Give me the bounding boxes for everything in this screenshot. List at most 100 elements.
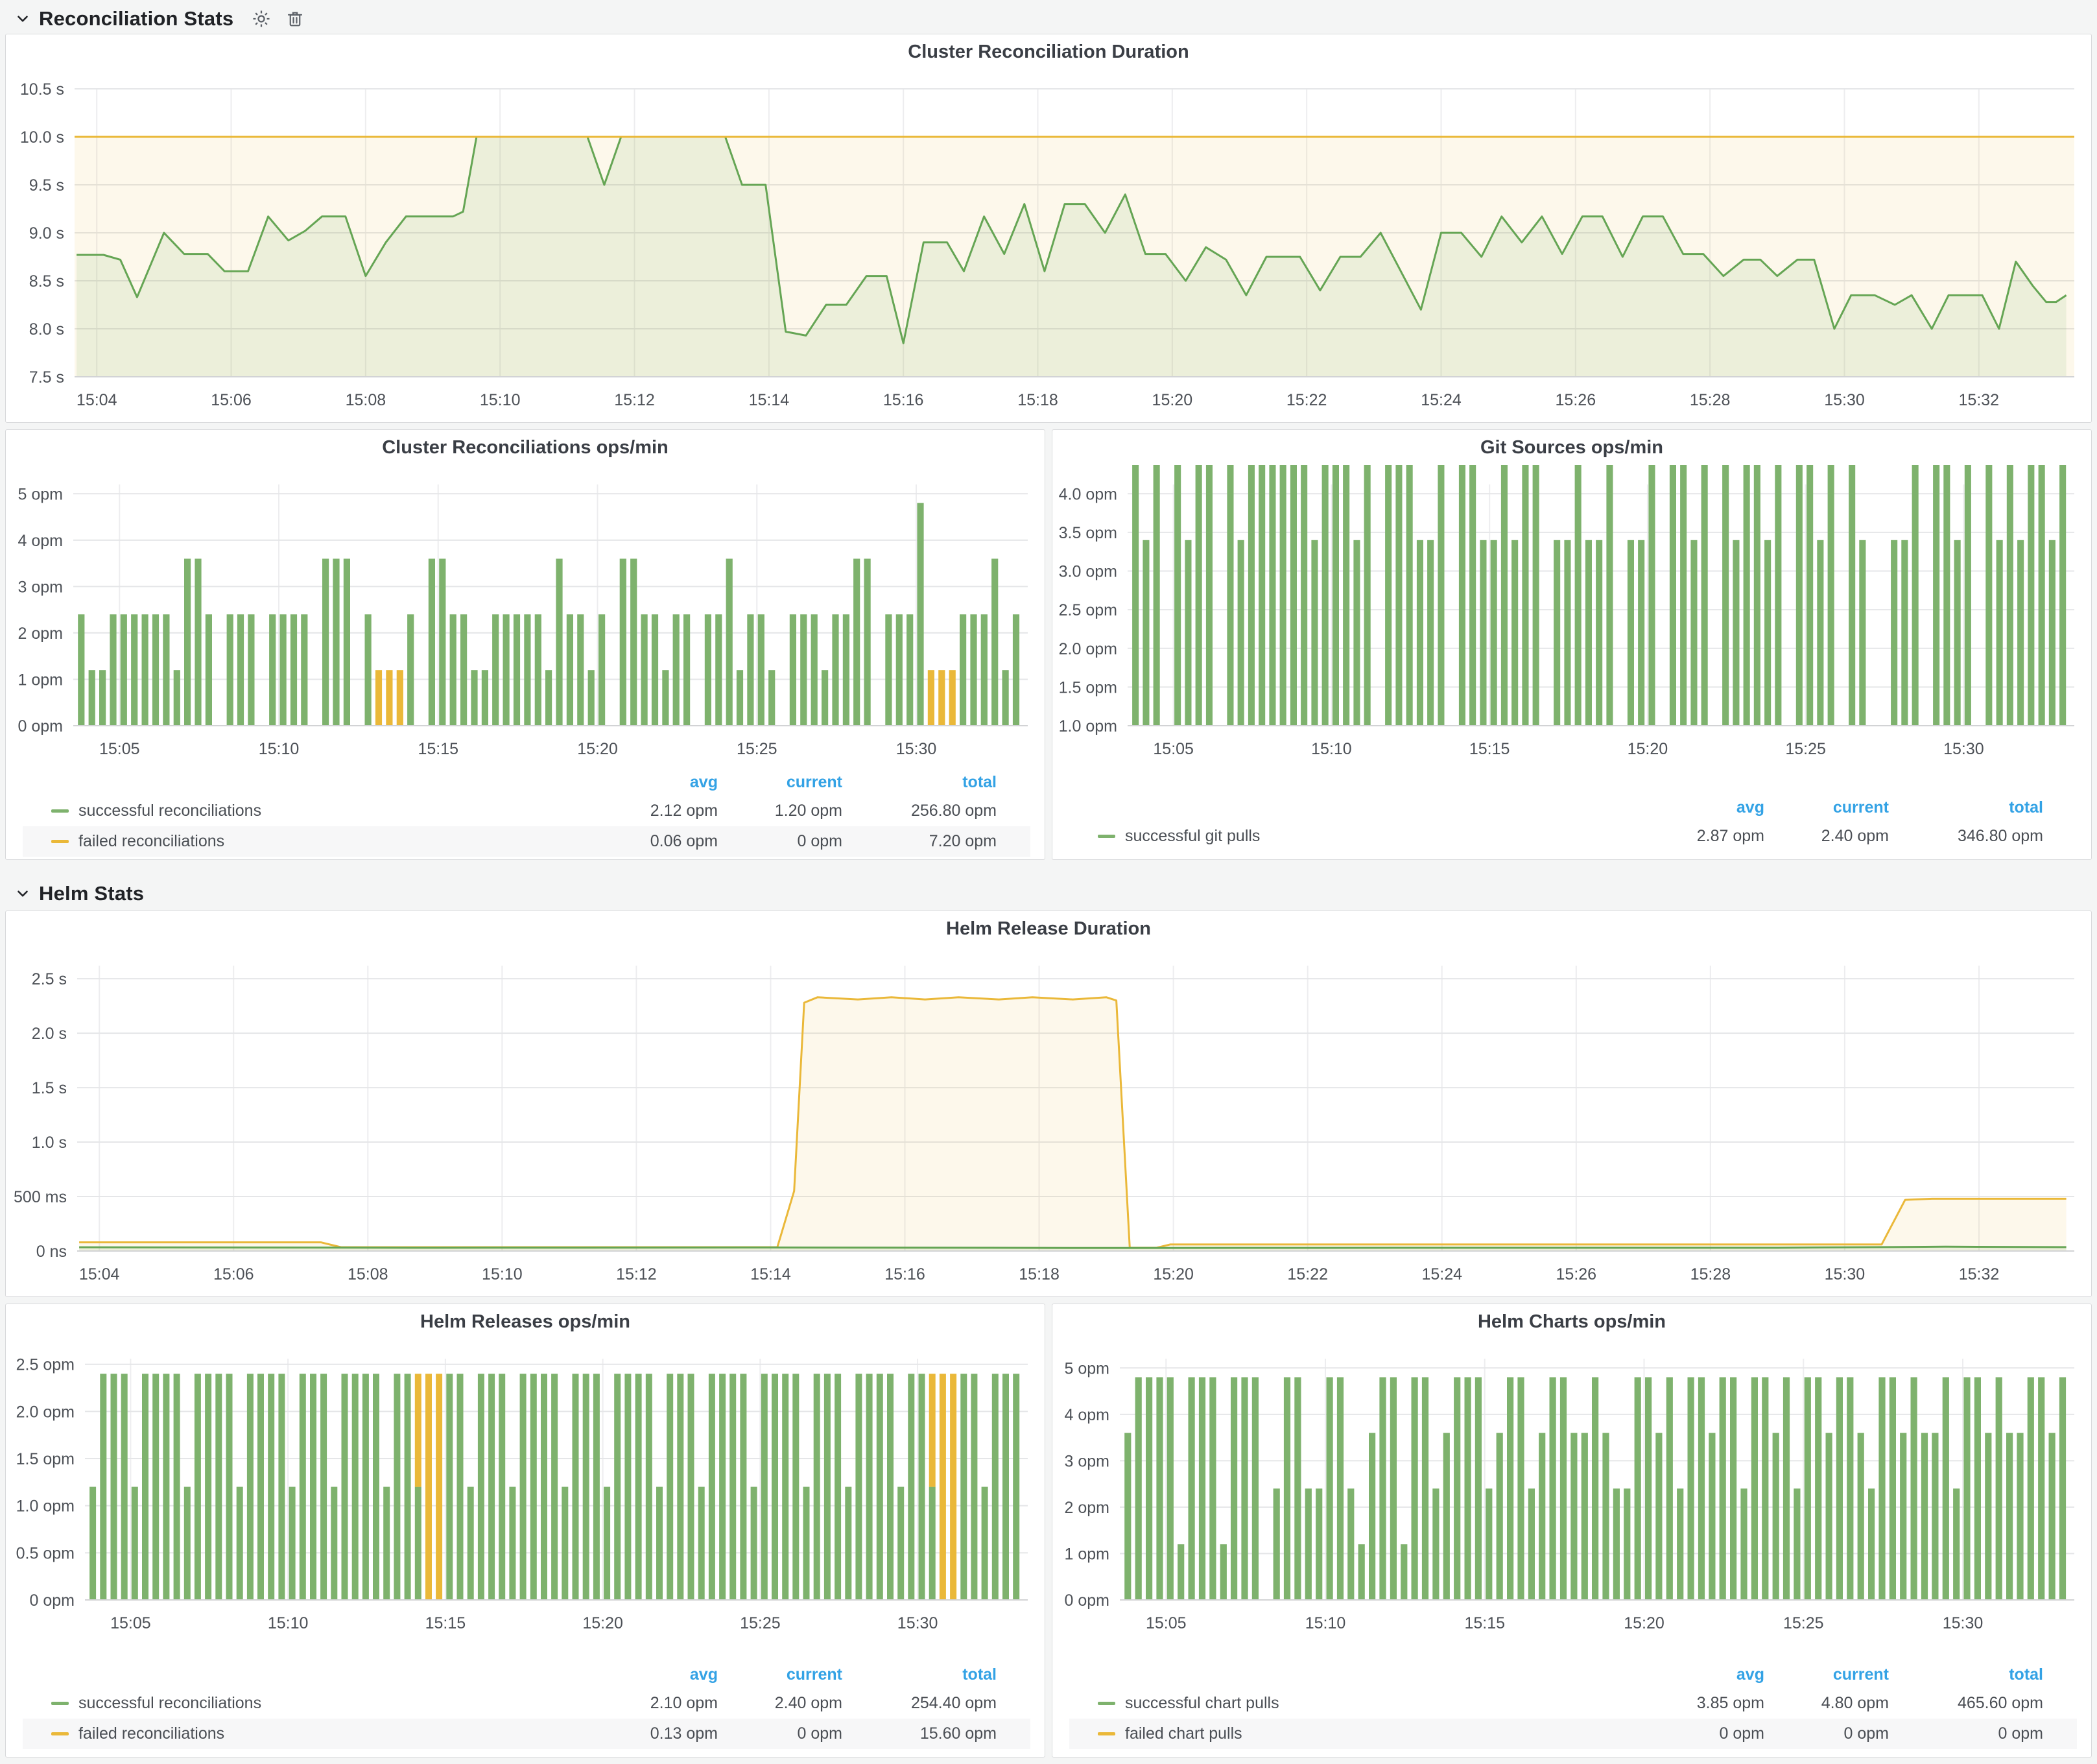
bar-successful-git-pulls: [1301, 465, 1308, 726]
legend-series-dash: [1098, 1732, 1115, 1735]
chart-canvas-cluster-reconciliation-duration[interactable]: 7.5 s 8.0 s 8.5 s 9.0 s 9.5 s 10.0 s 10.5 s 15:…: [6, 69, 2091, 420]
bar-successful-reconciliations: [630, 558, 637, 726]
panel-title[interactable]: Helm Release Duration: [946, 918, 1151, 939]
legend-series-label[interactable]: successful reconciliations: [78, 802, 262, 820]
bar-successful-reconciliations: [1002, 670, 1009, 726]
bar-successful-chart-pulls: [1231, 1377, 1238, 1600]
legend-stat-header-current[interactable]: current: [1832, 1665, 1889, 1684]
chart-canvas-git-sources-opm[interactable]: 1.0 opm 1.5 opm 2.0 opm 2.5 opm 3.0 opm 3.5 o…: [1052, 465, 2091, 769]
panel-cluster-reconciliation-duration: Cluster Reconciliation Duration 7.5 s 8.0…: [5, 34, 2092, 423]
y-axis-tick-label: 2.5 opm: [1059, 601, 1117, 619]
y-axis-tick-label: 1.0 s: [32, 1134, 67, 1152]
legend-stat-header-avg[interactable]: avg: [1736, 798, 1764, 816]
legend-series-label[interactable]: successful chart pulls: [1125, 1694, 1279, 1712]
y-axis-tick-label: 9.0 s: [29, 224, 64, 243]
section-reconciliation-stats[interactable]: Reconciliation Stats: [5, 4, 2092, 34]
legend-stat-header-avg[interactable]: avg: [689, 1665, 718, 1684]
bar-successful-chart-pulls: [1188, 1377, 1195, 1600]
bar-successful-reconciliations: [534, 614, 541, 726]
bar-successful-reconciliations: [822, 670, 829, 726]
bar-successful-chart-pulls: [1815, 1377, 1822, 1600]
bar-successful-chart-pulls: [1496, 1433, 1503, 1600]
x-axis-tick-label: 15:10: [1311, 740, 1352, 758]
bar-successful-reconciliations: [289, 1486, 296, 1600]
bar-successful-chart-pulls: [1283, 1377, 1291, 1600]
time-series-chart[interactable]: 7.5 s 8.0 s 8.5 s 9.0 s 9.5 s 10.0 s 10.5 s 15:…: [6, 69, 2091, 420]
legend-series-label[interactable]: failed chart pulls: [1125, 1724, 1242, 1743]
bar-successful-reconciliations: [772, 1374, 778, 1601]
bar-successful-git-pulls: [1490, 540, 1497, 726]
chart-canvas-cluster-reconciliations-opm[interactable]: 0 opm 1 opm 2 opm 3 opm 4 opm 5 opm 15:05 15:10…: [6, 465, 1045, 769]
x-axis-tick-label: 15:30: [1943, 740, 1984, 758]
bar-successful-git-pulls: [1153, 465, 1160, 726]
legend-stat-header-total[interactable]: total: [2009, 798, 2043, 816]
y-axis-tick-label: 8.0 s: [29, 320, 64, 339]
panel-title[interactable]: Helm Charts ops/min: [1477, 1311, 1666, 1332]
x-axis-tick-label: 15:26: [1556, 1265, 1597, 1283]
x-axis-tick-label: 15:15: [1464, 1614, 1505, 1632]
trash-icon[interactable]: [281, 5, 309, 32]
y-axis-tick-label: 9.5 s: [29, 176, 64, 195]
legend-series-label[interactable]: successful reconciliations: [78, 1694, 262, 1712]
y-axis-tick-label: 4 opm: [1065, 1406, 1109, 1424]
panel-title[interactable]: Cluster Reconciliations ops/min: [382, 436, 669, 458]
x-axis-tick-label: 15:30: [1824, 391, 1865, 409]
legend-stat-header-current[interactable]: current: [1832, 798, 1889, 816]
x-axis-tick-label: 15:32: [1959, 1265, 2000, 1283]
bar-chart[interactable]: 1.0 opm 1.5 opm 2.0 opm 2.5 opm 3.0 opm 3.5 o…: [1052, 465, 2091, 769]
legend-stat-header-total[interactable]: total: [2009, 1665, 2043, 1684]
bar-successful-reconciliations: [855, 1374, 862, 1601]
chart-canvas-helm-charts-opm[interactable]: 0 opm 1 opm 2 opm 3 opm 4 opm 5 opm 15:05 15:10…: [1052, 1339, 2091, 1643]
legend-stat-header-current[interactable]: current: [786, 1665, 842, 1684]
chart-canvas-helm-release-duration[interactable]: 0 ns 500 ms 1.0 s 1.5 s 2.0 s 2.5 s 15:04 15:06…: [6, 946, 2091, 1294]
y-axis-tick-label: 2 opm: [18, 625, 63, 643]
legend-stat-values: 2.10 opm 2.40 opm 254.40 opm: [593, 1694, 997, 1713]
bar-chart[interactable]: 0 opm 1 opm 2 opm 3 opm 4 opm 5 opm 15:05 15:10…: [1052, 1339, 2091, 1643]
y-axis-tick-label: 1 opm: [18, 671, 63, 689]
gear-icon[interactable]: [248, 5, 275, 32]
bar-successful-reconciliations: [477, 1374, 484, 1601]
x-axis-tick-label: 15:30: [896, 740, 937, 758]
bar-successful-reconciliations: [667, 1374, 674, 1601]
bar-chart[interactable]: 0 opm 1 opm 2 opm 3 opm 4 opm 5 opm 15:05 15:10…: [6, 465, 1045, 769]
legend-stat-header-current[interactable]: current: [786, 772, 842, 791]
panel-title[interactable]: Git Sources ops/min: [1480, 436, 1663, 458]
bar-successful-chart-pulls: [1995, 1377, 2002, 1600]
x-axis-tick-label: 15:18: [1017, 391, 1058, 409]
bar-successful-chart-pulls: [1783, 1377, 1790, 1600]
section-helm-stats[interactable]: Helm Stats: [5, 877, 2092, 911]
legend-stat-header-avg[interactable]: avg: [689, 772, 718, 791]
chevron-down-icon[interactable]: [12, 8, 34, 30]
legend-stat-header-total[interactable]: total: [962, 772, 997, 791]
bar-successful-git-pulls: [1185, 540, 1192, 726]
y-axis-tick-label: 2.0 opm: [16, 1403, 75, 1421]
chart-canvas-helm-releases-opm[interactable]: 0 opm 0.5 opm 1.0 opm 1.5 opm 2.0 opm 2.5 opm…: [6, 1339, 1045, 1643]
bar-successful-reconciliations: [320, 1374, 327, 1601]
time-series-chart[interactable]: 0 ns 500 ms 1.0 s 1.5 s 2.0 s 2.5 s 15:04 15:06…: [6, 946, 2091, 1294]
bar-successful-chart-pulls: [1390, 1377, 1397, 1600]
bar-failed-reconciliations: [938, 670, 945, 726]
panel-title[interactable]: Cluster Reconciliation Duration: [908, 41, 1189, 62]
legend-stat-header-total[interactable]: total: [962, 1665, 997, 1684]
legend-stat-header-avg[interactable]: avg: [1736, 1665, 1764, 1684]
legend-series-label[interactable]: failed reconciliations: [78, 1724, 225, 1743]
bar-successful-chart-pulls: [1655, 1433, 1663, 1600]
bar-successful-git-pulls: [1564, 540, 1571, 726]
legend-series-label[interactable]: failed reconciliations: [78, 832, 225, 850]
bar-chart[interactable]: 0 opm 0.5 opm 1.0 opm 1.5 opm 2.0 opm 2.5 opm…: [6, 1339, 1045, 1643]
legend-series-dash: [51, 1732, 69, 1735]
bar-successful-reconciliations: [991, 558, 999, 726]
bar-successful-chart-pulls: [1220, 1544, 1227, 1600]
bar-successful-git-pulls: [1416, 540, 1423, 726]
legend-series-label[interactable]: successful git pulls: [1125, 827, 1261, 845]
bar-successful-reconciliations: [407, 614, 414, 726]
bar-successful-reconciliations: [917, 503, 924, 726]
y-axis-tick-label: 10.0 s: [20, 128, 64, 147]
x-axis-tick-label: 15:20: [1624, 1614, 1665, 1632]
bar-successful-git-pulls: [1859, 540, 1866, 726]
chevron-down-icon[interactable]: [12, 883, 34, 905]
legend-row: successful reconciliations 2.12 opm 1.20 o…: [23, 796, 1030, 826]
legend-stat-values: 3.85 opm 4.80 opm 465.60 opm: [1640, 1694, 2043, 1713]
panel-title[interactable]: Helm Releases ops/min: [420, 1311, 630, 1332]
legend-stat-value: 15.60 opm: [919, 1724, 997, 1743]
